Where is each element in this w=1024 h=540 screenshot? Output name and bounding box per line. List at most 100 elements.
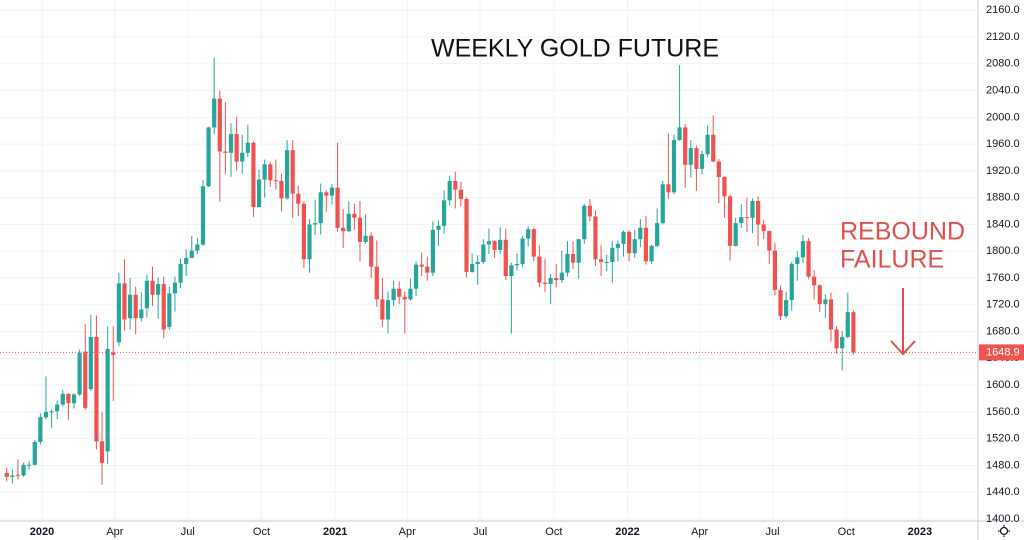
candle-body (307, 224, 312, 260)
y-tick-label: 1560.0 (986, 406, 1020, 418)
candle-body (514, 263, 520, 266)
y-tick-label: 2040.0 (986, 84, 1020, 96)
candle-body (413, 264, 419, 289)
candle-body (357, 217, 363, 242)
last-price-box (979, 344, 1024, 361)
candle-body (369, 235, 374, 267)
candle-body (430, 229, 435, 273)
candle-body (671, 140, 677, 193)
settings-icon[interactable] (998, 525, 1010, 537)
axis-labels: 1400.01440.01480.01520.01560.01600.01640… (30, 4, 1024, 538)
x-tick-label: Oct (253, 526, 270, 538)
candle-body (156, 284, 161, 295)
candle-body (178, 263, 183, 283)
candle-body (441, 200, 447, 226)
candle-body (167, 293, 172, 327)
candle-body (363, 235, 368, 242)
candle-body (212, 98, 217, 128)
candle-body (688, 148, 693, 165)
candle-body (313, 223, 318, 225)
candle-body (677, 127, 682, 141)
y-tick-label: 2160.0 (986, 4, 1020, 16)
candle-body (632, 239, 637, 254)
y-tick-label: 1480.0 (986, 459, 1020, 471)
x-tick-label: Jul (181, 526, 195, 538)
candle-body (374, 266, 379, 300)
x-tick-label: 2022 (615, 526, 639, 538)
y-tick-label: 1840.0 (986, 218, 1020, 230)
candle-body (722, 176, 727, 197)
candle-body (195, 244, 200, 251)
candle-body (189, 250, 194, 258)
candle-body (823, 299, 828, 305)
candle-body (55, 404, 60, 412)
candle-body (436, 225, 441, 230)
candle-body (408, 288, 413, 300)
candle-body (755, 201, 761, 225)
candle-body (806, 241, 811, 277)
y-tick-label: 1400.0 (986, 513, 1020, 525)
x-tick-label: 2020 (30, 526, 54, 538)
candle-body (817, 285, 822, 305)
candle-body (105, 348, 110, 452)
candle-body (60, 393, 65, 405)
candle-body (133, 294, 138, 319)
candle-body (481, 244, 486, 262)
candle-body (610, 247, 615, 262)
candle-body (4, 472, 9, 477)
y-tick-label: 1440.0 (986, 486, 1020, 498)
candle-body (425, 266, 430, 273)
arrow (890, 288, 916, 356)
x-tick-label: Jul (473, 526, 487, 538)
candle-body (548, 278, 553, 285)
candle-body (800, 241, 806, 258)
candle-body (660, 184, 665, 224)
candle-body (99, 441, 105, 463)
x-tick-label: Jul (766, 526, 780, 538)
x-tick-label: 2021 (323, 526, 347, 538)
candle-body (184, 257, 189, 264)
candle-body (139, 309, 144, 319)
candle-body (772, 250, 778, 291)
candle-body (638, 227, 643, 240)
candle-body (228, 134, 234, 153)
candle-body (554, 278, 559, 281)
grid (0, 0, 978, 521)
candle-body (66, 393, 71, 404)
x-tick-label: Apr (399, 526, 416, 538)
candle-body (470, 263, 475, 272)
y-tick-label: 1520.0 (986, 433, 1020, 445)
candle-body (464, 199, 469, 272)
candle-body (318, 192, 323, 224)
candle-body (206, 127, 211, 187)
candle-body (834, 329, 839, 349)
candle-body (10, 475, 15, 477)
candles (0, 57, 978, 485)
candle-body (296, 193, 301, 204)
candle-body (694, 148, 699, 169)
candle-body (397, 288, 402, 297)
candle-body (88, 336, 93, 390)
candle-body (122, 283, 127, 320)
candle-body (621, 231, 626, 244)
candle-body (699, 154, 705, 169)
candle-body (851, 312, 856, 353)
candle-body (570, 253, 576, 263)
candle-body (127, 294, 133, 319)
candle-body (279, 180, 284, 199)
candle-body (761, 224, 766, 232)
candle-body (268, 164, 273, 181)
candle-body (582, 205, 587, 240)
candle-body (683, 127, 688, 165)
candle-body (531, 229, 536, 257)
candle-body (593, 216, 598, 260)
candle-body (21, 464, 26, 476)
candle-body (419, 264, 424, 267)
candle-body (32, 442, 37, 465)
candle-body (604, 261, 609, 263)
candle-body (587, 205, 592, 217)
annotation: REBOUND (840, 218, 965, 246)
x-tick-label: Apr (106, 526, 123, 538)
y-tick-label: 1760.0 (986, 272, 1020, 284)
candle-body (655, 223, 660, 246)
